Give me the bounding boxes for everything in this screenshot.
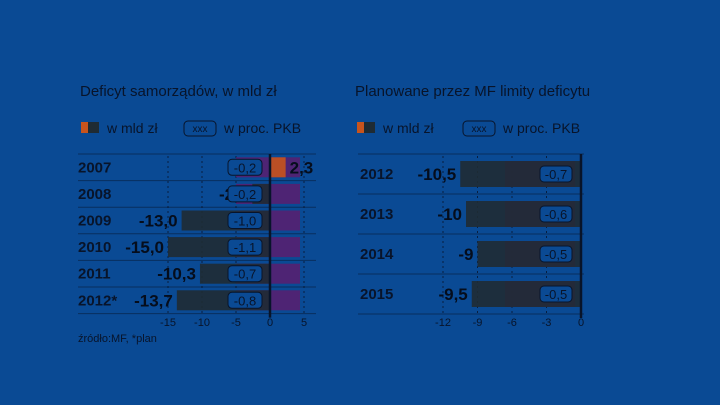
right-legend: w mld zł xxx w proc. PKB: [357, 120, 580, 137]
category-label: 2015: [360, 286, 393, 303]
legend-pct-label: w proc. PKB: [223, 120, 301, 136]
mld-value-label: 2,3: [290, 158, 314, 177]
mld-value-label: -13,0: [139, 212, 178, 231]
pct-badge: [227, 185, 263, 203]
mld-value-label: -10: [437, 205, 462, 224]
category-label: 2013: [360, 206, 393, 223]
legend-pct-badge: [183, 120, 217, 137]
pct-badge: [227, 158, 263, 176]
mld-value-label: -15,0: [125, 238, 164, 257]
pct-value-label: -0,7: [545, 167, 567, 182]
pct-badge: [227, 238, 263, 256]
source-note: źródło:MF, *plan: [78, 333, 157, 345]
legend-mld-label: w mld zł: [106, 120, 158, 136]
left-chart-title: Deficyt samorządów, w mld zł: [80, 83, 277, 100]
x-tick-label: 0: [267, 317, 273, 329]
pct-badge: [227, 291, 263, 309]
legend-mld-label: w mld zł: [382, 120, 434, 136]
x-tick-label: -9: [473, 317, 483, 329]
mld-value-label: -9,5: [438, 285, 467, 304]
pct-value-label: -0,2: [234, 160, 256, 175]
right-chart-plot: -12 -9 -6 -3 0 -10,5 -0,7 2012 -10 -0,6 2013 -9 -0,5…: [358, 153, 584, 329]
pct-value-label: -0,5: [545, 287, 567, 302]
x-tick-label: -10: [194, 317, 210, 329]
legend-mld-swatch: [81, 122, 99, 133]
legend-pct-badge: [462, 120, 496, 137]
pct-value-label: -1,0: [234, 214, 256, 229]
mld-bar: [270, 157, 286, 178]
category-label: 2010: [78, 239, 111, 256]
x-tick-label: 5: [301, 317, 307, 329]
legend-mld-swatch-accent: [357, 122, 364, 133]
pct-value-label: -0,8: [234, 293, 256, 308]
category-label: 2007: [78, 159, 111, 176]
x-tick-label: -12: [435, 317, 451, 329]
pct-value-label: -0,6: [545, 207, 567, 222]
x-tick-label: 0: [578, 317, 584, 329]
legend-pct-label: w proc. PKB: [502, 120, 580, 136]
pct-badge: [227, 265, 263, 283]
mld-value-label: -13,7: [134, 291, 173, 310]
left-chart-plot: -15-10-5052,3-0,22007-2,6-0,22008-13,0-1…: [78, 153, 316, 329]
pct-badge: [227, 212, 263, 229]
pct-badge: [539, 285, 573, 303]
pct-badge: [539, 165, 573, 183]
category-label: 2011: [78, 266, 111, 283]
pct-value-label: -0,2: [234, 187, 256, 202]
mld-value-label: -9: [458, 245, 473, 264]
pct-value-label: -0,5: [545, 247, 567, 262]
category-label: 2009: [78, 213, 111, 230]
category-label: 2014: [360, 246, 394, 263]
category-label: 2012*: [78, 292, 117, 309]
pct-value-label: -1,1: [234, 240, 256, 255]
pct-value-label: -0,7: [234, 267, 256, 282]
x-tick-label: -6: [507, 317, 517, 329]
left-legend: w mld zł xxx w proc. PKB: [81, 120, 301, 137]
legend-mld-swatch: [357, 122, 375, 133]
category-label: 2008: [78, 186, 111, 203]
x-tick-label: -3: [542, 317, 552, 329]
right-chart-title: Planowane przez MF limity deficytu: [355, 83, 590, 100]
legend-mld-swatch-accent: [81, 122, 88, 133]
pct-badge: [539, 205, 573, 223]
mld-value-label: -10,3: [157, 265, 196, 284]
x-tick-label: -15: [160, 317, 176, 329]
legend-pct-badge-text: xxx: [193, 124, 208, 135]
legend-pct-badge-text: xxx: [472, 124, 487, 135]
category-label: 2012: [360, 166, 393, 183]
pct-badge: [539, 245, 573, 263]
x-tick-label: -5: [231, 317, 241, 329]
mld-value-label: -10,5: [418, 165, 457, 184]
